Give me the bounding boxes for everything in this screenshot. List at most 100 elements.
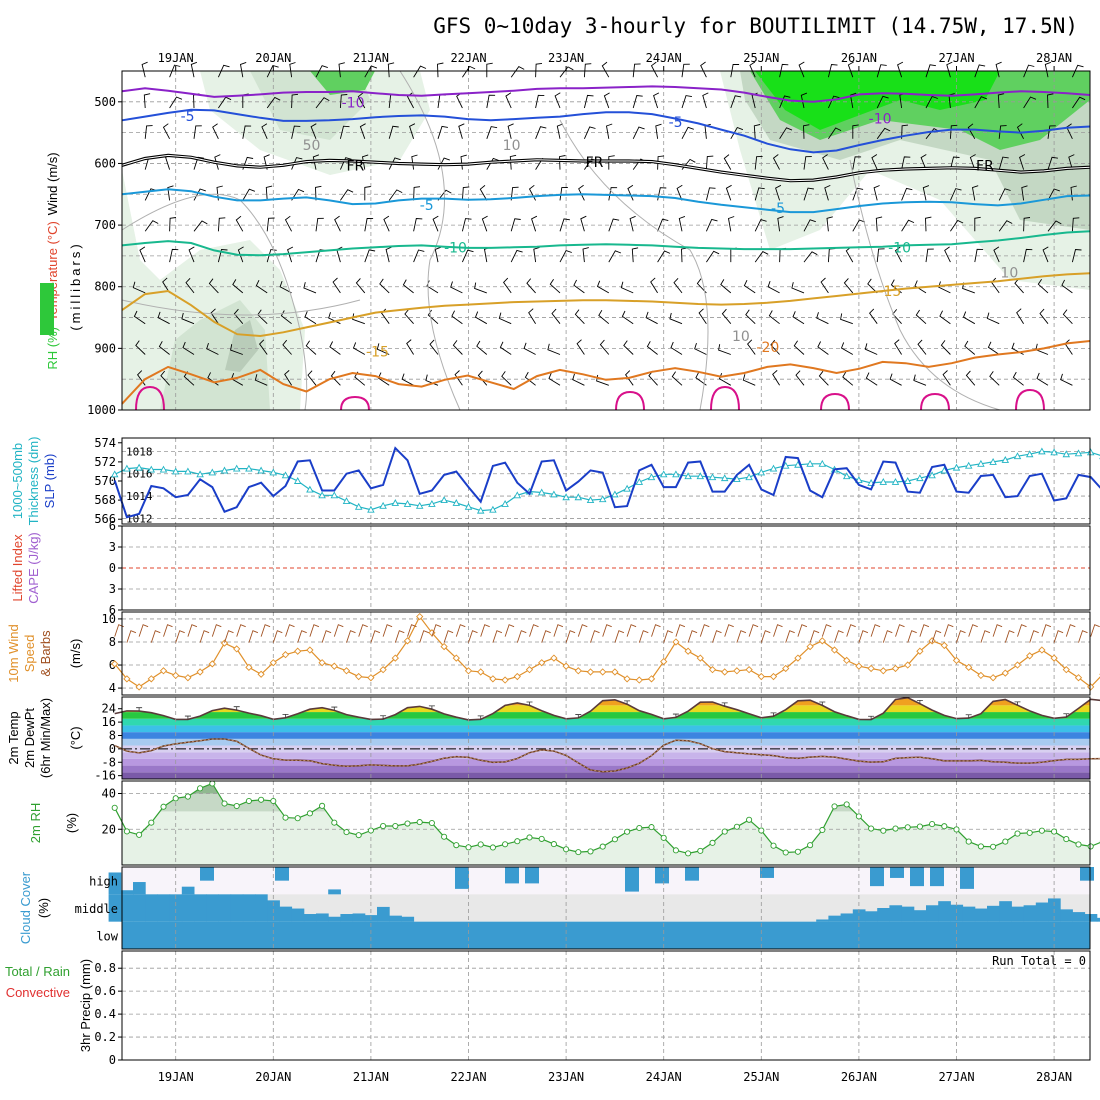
wind-barb <box>608 187 618 201</box>
wind-barb <box>282 339 292 355</box>
wind-barb <box>329 341 341 355</box>
rh-point <box>221 800 228 807</box>
temp-whisker <box>868 715 875 720</box>
temp-whisker <box>819 701 826 706</box>
wind-barb <box>583 63 592 78</box>
cloud-middle-bar <box>816 919 829 922</box>
precip-tick-label: 0 <box>109 1053 116 1067</box>
thickness-point <box>184 467 192 475</box>
wind-barb <box>938 281 951 294</box>
wind-barb <box>135 340 146 355</box>
wind-barb <box>822 154 829 170</box>
wind10-barb <box>992 624 1003 637</box>
contour-label: -5 <box>771 201 785 217</box>
wind10-barb <box>285 624 295 637</box>
wind10-barb <box>907 630 917 643</box>
rh-point <box>929 821 936 828</box>
contour-label: 10 <box>732 329 750 345</box>
rh-band <box>122 783 1090 812</box>
wind-barb <box>775 184 782 201</box>
wind-barb <box>376 343 390 355</box>
cloud-middle-bar <box>974 908 988 922</box>
wind-barb <box>169 64 181 78</box>
date-label-top: 21JAN <box>353 51 389 65</box>
wind-barb <box>359 123 366 139</box>
wind-barb <box>826 216 833 232</box>
wind-barb <box>753 124 761 139</box>
wind-barb <box>779 63 789 78</box>
wind-barb <box>998 125 1007 139</box>
axis-labels: RH (%)Temperature (°C)Wind (m/s) (milliba… <box>5 152 93 1052</box>
cloud-middle-bar <box>877 908 890 922</box>
rh-point <box>892 825 899 832</box>
wind-barb <box>925 216 932 232</box>
thickness-point <box>708 473 717 481</box>
rh-point <box>843 801 850 808</box>
wind-barb <box>289 62 296 78</box>
contour-label: 10 <box>1000 266 1018 282</box>
wind10-barb <box>1029 630 1039 643</box>
rh-shade <box>755 71 1000 130</box>
wind-barb <box>559 187 568 201</box>
wind-barb <box>304 311 317 325</box>
rh-point <box>916 823 923 830</box>
rh-point <box>807 842 814 849</box>
cloud-middle-bar <box>828 915 842 922</box>
cloud-middle-bar <box>401 916 415 922</box>
wind-barb <box>1021 185 1028 201</box>
cloud-middle-bar <box>194 894 207 922</box>
rh-point <box>404 820 411 827</box>
wind-barb <box>852 156 862 170</box>
cloud-high-bar <box>890 867 904 878</box>
panel-frame <box>121 611 1091 696</box>
contour-label: FR <box>586 155 604 171</box>
rh-point <box>123 828 130 835</box>
wind-barb <box>998 188 1011 201</box>
wind-barb <box>503 277 512 294</box>
wind10-point <box>611 668 619 676</box>
wind-barb <box>451 310 463 325</box>
thickness-point <box>232 464 241 472</box>
wind10-barb <box>834 630 844 643</box>
wind-barb <box>694 342 707 355</box>
rh-point <box>1002 838 1009 845</box>
wind-barb <box>406 92 414 109</box>
wind10-barb <box>321 630 332 643</box>
li-tick-label: 3 <box>109 540 116 554</box>
rh-point <box>746 816 753 823</box>
wind10-point <box>294 647 302 655</box>
wind10-point <box>867 664 875 673</box>
wind10-point <box>513 672 521 681</box>
panel-frame <box>121 950 1091 1061</box>
wind10-point <box>501 676 509 684</box>
wind-barb <box>193 125 202 139</box>
wind10-point <box>245 663 253 671</box>
wind-barb <box>705 155 714 170</box>
thickness-point <box>623 484 631 492</box>
thickness-point <box>1062 450 1071 458</box>
wind-barb <box>852 219 866 232</box>
thickness-point <box>147 465 156 473</box>
contour-label: -5 <box>181 109 195 125</box>
wind-barb <box>413 218 423 232</box>
thickness-point <box>818 459 827 467</box>
temp-whisker <box>184 715 191 720</box>
wind10-point <box>757 672 765 681</box>
wind-barb <box>842 371 854 386</box>
wind-barb <box>730 95 742 109</box>
wind-barb <box>498 312 512 325</box>
cloud-ylabel2: (%) <box>36 898 51 918</box>
thickness-point <box>903 477 912 484</box>
wind-barb <box>1071 217 1080 232</box>
wind-barb <box>479 185 488 201</box>
wind10-point <box>196 668 204 676</box>
wind10-point <box>965 663 973 671</box>
wind10-tick-label: 10 <box>102 612 116 626</box>
wind10-barb <box>968 624 978 637</box>
thickness-point <box>513 491 522 499</box>
wind-barbs <box>132 61 1086 386</box>
thickness-point <box>696 472 705 480</box>
date-label-top: 25JAN <box>743 51 779 65</box>
wind-barb <box>681 95 692 109</box>
wind10-point <box>684 647 692 655</box>
